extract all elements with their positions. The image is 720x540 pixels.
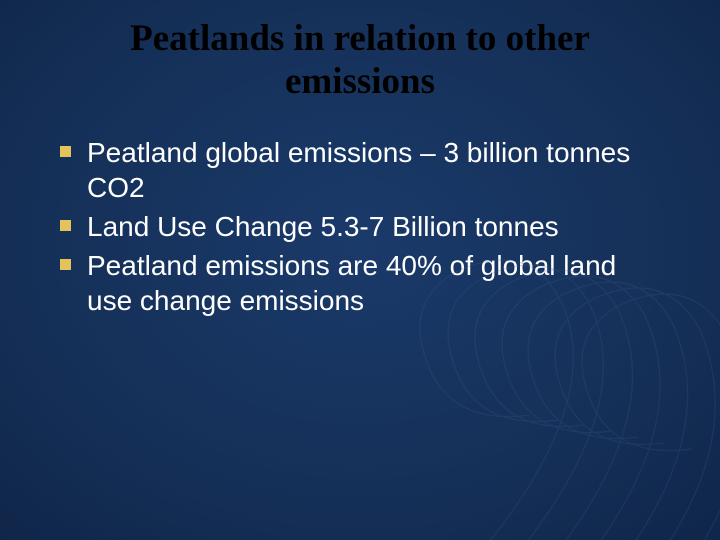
bullet-square-icon [60, 220, 71, 231]
list-item: Peatland global emissions – 3 billion to… [60, 135, 660, 205]
slide-title: Peatlands in relation to other emissions [0, 0, 720, 113]
bullet-text: Land Use Change 5.3-7 Billion tonnes [87, 209, 559, 244]
bullet-text: Peatland global emissions – 3 billion to… [87, 135, 660, 205]
bullet-list: Peatland global emissions – 3 billion to… [60, 135, 660, 318]
bullet-square-icon [60, 259, 71, 270]
slide-body: Peatland global emissions – 3 billion to… [0, 113, 720, 318]
slide: Peatlands in relation to other emissions… [0, 0, 720, 540]
bullet-square-icon [60, 146, 71, 157]
list-item: Land Use Change 5.3-7 Billion tonnes [60, 209, 660, 244]
list-item: Peatland emissions are 40% of global lan… [60, 248, 660, 318]
bullet-text: Peatland emissions are 40% of global lan… [87, 248, 660, 318]
